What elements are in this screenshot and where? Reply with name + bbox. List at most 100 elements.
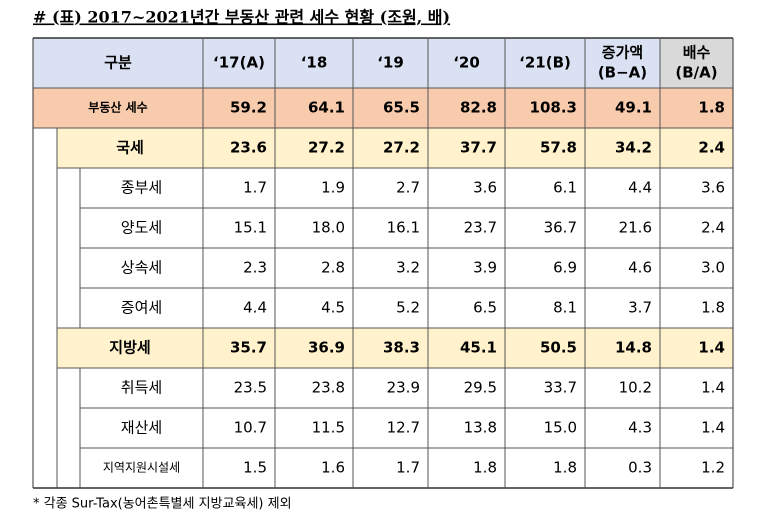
- cell-value: 3.6: [701, 179, 725, 197]
- row-label: 재산세: [121, 419, 162, 437]
- cell-value: 13.8: [464, 419, 497, 437]
- cell-value: 33.7: [544, 379, 577, 397]
- cell-value: 2.3: [243, 259, 267, 277]
- header-label: ‘21(B): [519, 54, 571, 72]
- row-label: 지역지원시설세: [103, 461, 180, 475]
- header-cell: [585, 38, 660, 88]
- header-label: 증가액: [602, 44, 643, 62]
- header-label: 배수: [683, 44, 711, 62]
- cell-value: 3.0: [701, 259, 725, 277]
- row-bg: [80, 168, 733, 208]
- cell-value: 3.6: [473, 179, 497, 197]
- header-cell: [660, 38, 733, 88]
- header-label: ‘20: [453, 54, 480, 72]
- cell-value: 37.7: [460, 139, 497, 157]
- cell-value: 1.7: [243, 179, 267, 197]
- cell-value: 3.2: [396, 259, 420, 277]
- cell-value: 64.1: [308, 99, 345, 117]
- cell-value: 16.1: [387, 219, 420, 237]
- cell-value: 3.7: [628, 299, 652, 317]
- cell-value: 82.8: [460, 99, 497, 117]
- cell-value: 6.1: [553, 179, 577, 197]
- cell-value: 23.7: [464, 219, 497, 237]
- cell-value: 2.4: [698, 139, 725, 157]
- cell-value: 108.3: [530, 99, 577, 117]
- row-bg: [80, 208, 733, 248]
- cell-value: 3.9: [473, 259, 497, 277]
- cell-value: 8.1: [553, 299, 577, 317]
- cell-value: 23.5: [234, 379, 267, 397]
- cell-value: 38.3: [383, 339, 420, 357]
- cell-value: 23.8: [312, 379, 345, 397]
- header-label: ‘17(A): [213, 54, 265, 72]
- cell-value: 6.5: [473, 299, 497, 317]
- cell-value: 2.8: [321, 259, 345, 277]
- cell-value: 10.7: [234, 419, 267, 437]
- cell-value: 21.6: [619, 219, 652, 237]
- row-bg: [80, 288, 733, 328]
- cell-value: 1.4: [701, 379, 725, 397]
- cell-value: 27.2: [383, 139, 420, 157]
- cell-value: 1.4: [701, 419, 725, 437]
- header-cell: [505, 38, 585, 88]
- row-label: 부동산 세수: [88, 100, 147, 115]
- cell-value: 57.8: [540, 139, 577, 157]
- cell-value: 2.7: [396, 179, 420, 197]
- cell-value: 59.2: [230, 99, 267, 117]
- cell-value: 15.0: [544, 419, 577, 437]
- cell-value: 1.6: [321, 459, 345, 477]
- cell-value: 4.3: [628, 419, 652, 437]
- row-bg: [80, 248, 733, 288]
- row-label: 지방세: [109, 339, 150, 357]
- cell-value: 6.9: [553, 259, 577, 277]
- row-label: 상속세: [121, 259, 162, 277]
- cell-value: 34.2: [615, 139, 652, 157]
- cell-value: 1.2: [701, 459, 725, 477]
- header-cell: [428, 38, 505, 88]
- cell-value: 10.2: [619, 379, 652, 397]
- cell-value: 0.3: [628, 459, 652, 477]
- cell-value: 4.5: [321, 299, 345, 317]
- row-label: 종부세: [121, 179, 162, 197]
- row-label: 양도세: [121, 219, 162, 237]
- row-bg: [80, 448, 733, 488]
- title: # (표) 2017~2021년간 부동산 관련 세수 현황 (조원, 배): [33, 8, 450, 27]
- cell-value: 2.4: [701, 219, 725, 237]
- header-cell: [203, 38, 275, 88]
- header-label: ‘19: [377, 54, 404, 72]
- cell-value: 49.1: [615, 99, 652, 117]
- cell-value: 23.6: [230, 139, 267, 157]
- row-bg: [80, 368, 733, 408]
- row-label: 취득세: [121, 379, 162, 397]
- cell-value: 45.1: [460, 339, 497, 357]
- header-cell: [353, 38, 428, 88]
- cell-value: 27.2: [308, 139, 345, 157]
- cell-value: 36.9: [308, 339, 345, 357]
- cell-value: 1.7: [396, 459, 420, 477]
- cell-value: 50.5: [540, 339, 577, 357]
- header-label: ‘18: [301, 54, 328, 72]
- row-label: 증여세: [121, 299, 162, 317]
- cell-value: 1.8: [698, 99, 725, 117]
- cell-value: 4.4: [243, 299, 267, 317]
- header-label: (B/A): [675, 64, 717, 82]
- row-bg: [33, 88, 733, 128]
- header-cell: [275, 38, 353, 88]
- cell-value: 11.5: [312, 419, 345, 437]
- row-bg: [57, 328, 733, 368]
- footnote: * 각종 Sur-Tax(농어촌특별세 지방교육세) 제외: [33, 497, 292, 512]
- cell-value: 1.8: [701, 299, 725, 317]
- cell-value: 12.7: [387, 419, 420, 437]
- cell-value: 1.8: [473, 459, 497, 477]
- cell-value: 65.5: [383, 99, 420, 117]
- cell-value: 23.9: [387, 379, 420, 397]
- header-label: 구분: [104, 54, 132, 72]
- header-cell: [33, 38, 203, 88]
- row-label: 국세: [116, 139, 144, 157]
- cell-value: 4.6: [628, 259, 652, 277]
- cell-value: 29.5: [464, 379, 497, 397]
- cell-value: 14.8: [615, 339, 652, 357]
- cell-value: 1.8: [553, 459, 577, 477]
- row-bg: [57, 128, 733, 168]
